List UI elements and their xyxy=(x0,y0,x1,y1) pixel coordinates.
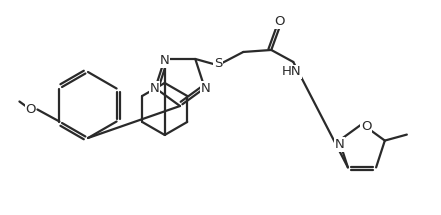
Text: N: N xyxy=(149,81,159,95)
Text: N: N xyxy=(334,138,344,151)
Text: HN: HN xyxy=(281,65,301,78)
Text: O: O xyxy=(274,15,284,28)
Text: N: N xyxy=(160,54,170,68)
Text: O: O xyxy=(25,103,36,116)
Text: N: N xyxy=(201,81,211,95)
Text: O: O xyxy=(361,120,371,132)
Text: S: S xyxy=(214,57,222,71)
